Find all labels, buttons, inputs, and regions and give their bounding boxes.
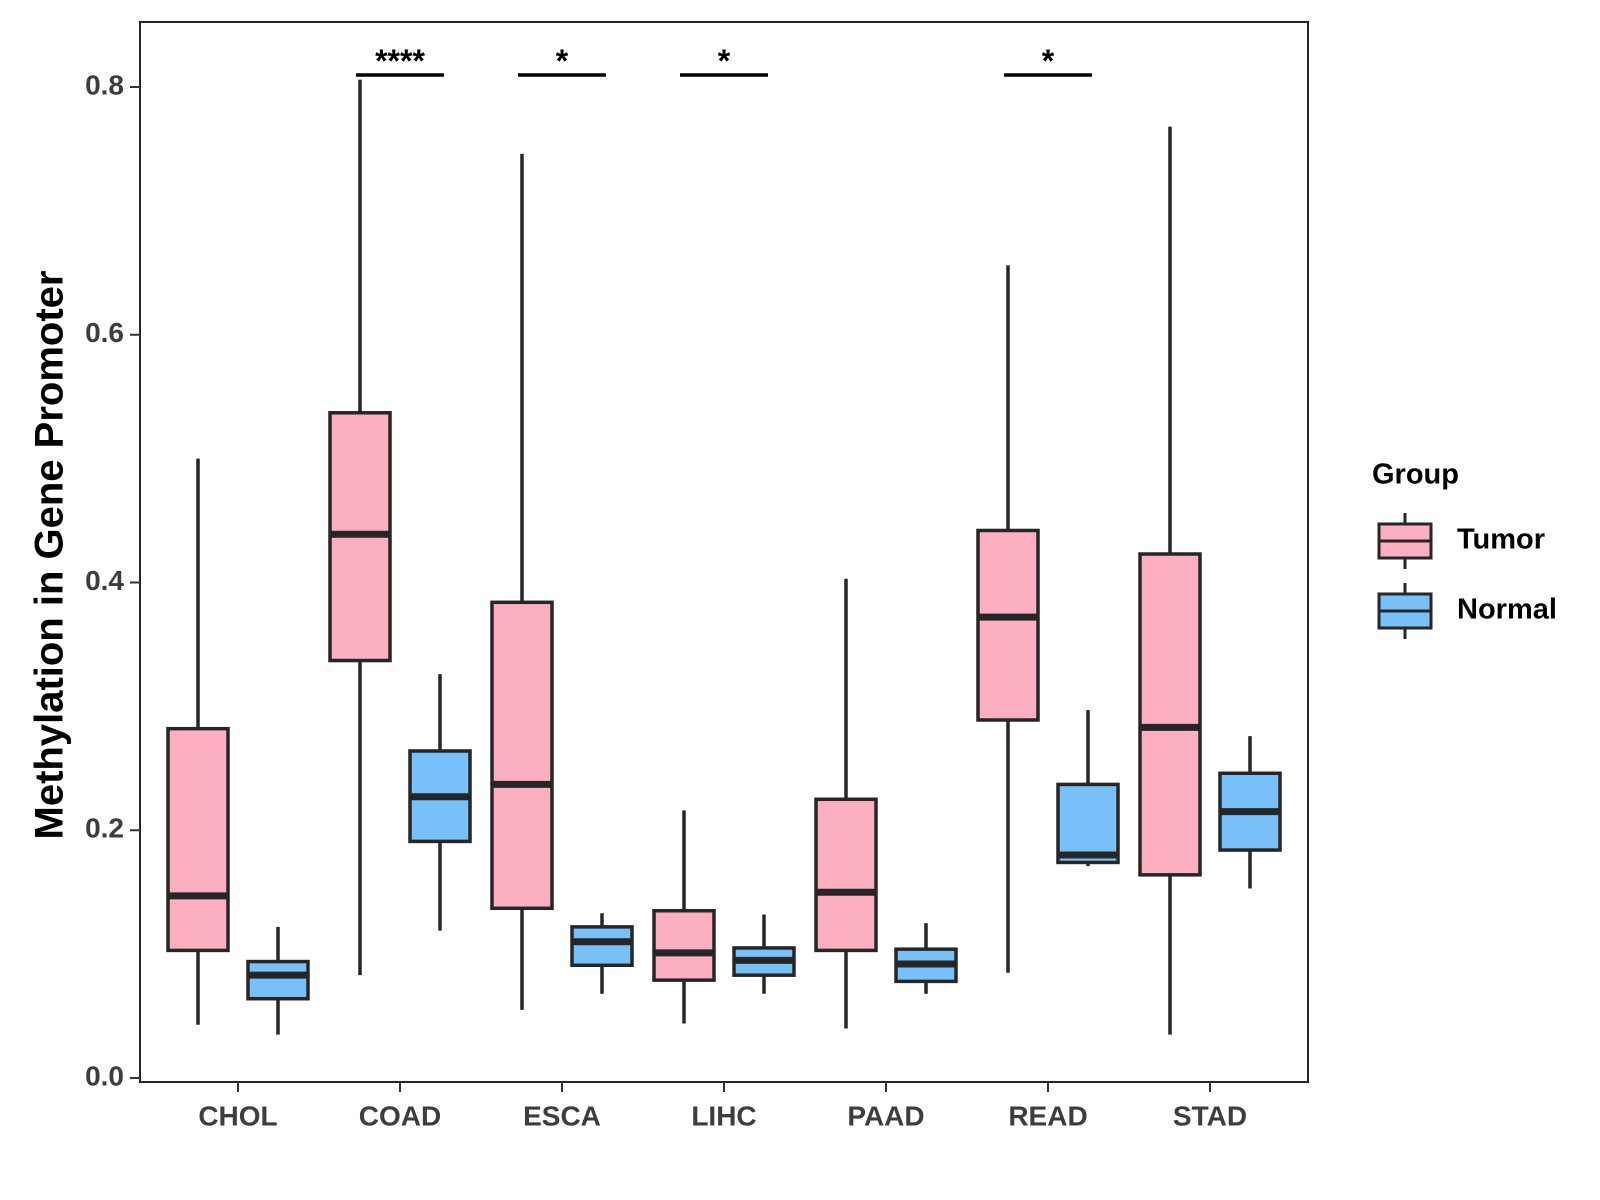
legend-title: Group — [1372, 459, 1459, 491]
box-tumor-lihc — [652, 810, 716, 1024]
box-body — [490, 600, 554, 911]
box-tumor-stad — [1138, 126, 1202, 1035]
box-tumor-paad — [814, 578, 878, 1029]
significance-label: * — [718, 43, 731, 79]
box-tumor-coad — [328, 79, 392, 976]
box-tumor-esca — [490, 153, 554, 1010]
x-tick-label: LIHC — [691, 1100, 756, 1131]
legend-label: Normal — [1457, 594, 1557, 626]
box-body — [570, 925, 634, 968]
y-tick-label: 0.4 — [85, 565, 124, 596]
box-tumor-chol — [166, 458, 230, 1025]
legend-entry-normal: Normal — [1377, 583, 1557, 639]
legend-entry-tumor: Tumor — [1377, 513, 1545, 569]
x-tick-label: PAAD — [847, 1100, 924, 1131]
significance-label: * — [1042, 43, 1055, 79]
y-tick-label: 0.8 — [85, 69, 124, 100]
legend: Group Tumor Normal — [1372, 459, 1557, 639]
box-normal-chol — [246, 926, 310, 1035]
significance-label: **** — [375, 43, 425, 79]
box-body — [1056, 782, 1120, 865]
box-body — [814, 797, 878, 953]
x-tick-label: COAD — [359, 1100, 441, 1131]
box-body — [976, 528, 1040, 722]
box-normal-esca — [570, 913, 634, 994]
x-tick-label: READ — [1008, 1100, 1087, 1131]
plot-area: 0.0 0.2 0.4 0.6 0.8 CHOL COAD ESCA LIHC PAAD READ S… — [85, 21, 1309, 1131]
box-normal-coad — [408, 674, 472, 931]
box-body — [166, 726, 230, 953]
box-normal-stad — [1218, 736, 1282, 889]
box-normal-read — [1056, 710, 1120, 867]
x-tick-label: STAD — [1173, 1100, 1247, 1131]
y-axis-title: Methylation in Gene Promoter — [28, 271, 72, 840]
box-normal-lihc — [732, 914, 796, 994]
significance-label: * — [556, 43, 569, 79]
y-tick-label: 0.6 — [85, 317, 124, 348]
box-tumor-read — [976, 265, 1040, 973]
y-tick-label: 0.0 — [85, 1060, 124, 1091]
box-normal-paad — [894, 923, 958, 994]
y-tick-label: 0.2 — [85, 813, 124, 844]
x-tick-label: CHOL — [198, 1100, 277, 1131]
x-tick-label: ESCA — [523, 1100, 601, 1131]
legend-label: Tumor — [1457, 524, 1545, 556]
box-body — [652, 909, 716, 982]
box-body — [246, 959, 310, 1001]
box-body — [1138, 552, 1202, 877]
